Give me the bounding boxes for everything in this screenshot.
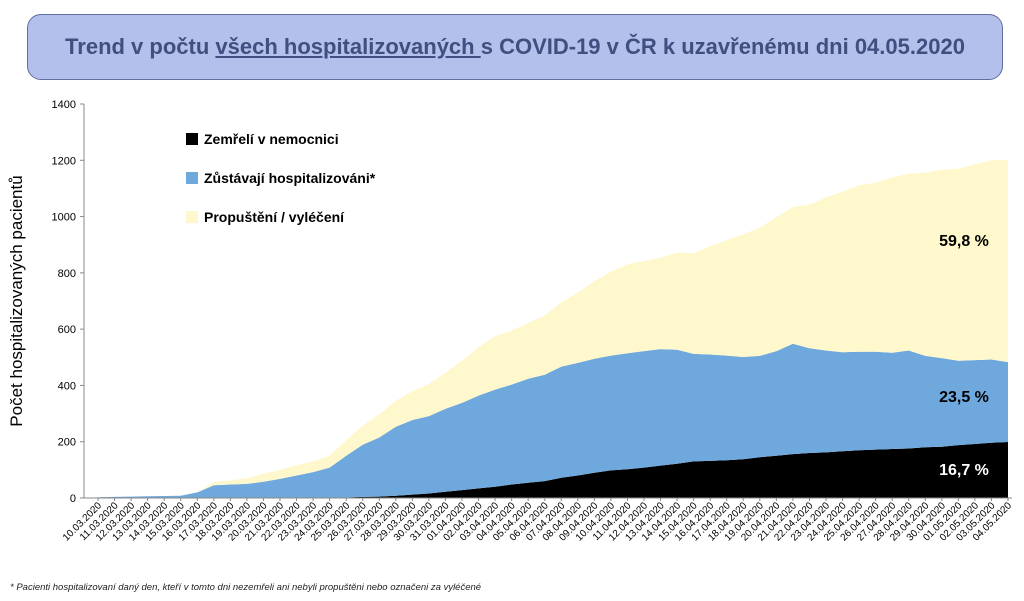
area-deaths (98, 442, 1008, 498)
y-tick-label: 1000 (52, 212, 76, 224)
y-tick-label: 1200 (52, 155, 76, 167)
legend-label: Zemřelí v nemocnici (204, 131, 339, 147)
title-banner: Trend v počtu všech hospitalizovaných s … (27, 14, 1003, 80)
legend-discharged: Propuštění / vyléčení (186, 209, 345, 225)
legend-swatch (186, 172, 198, 184)
y-tick-label: 1400 (52, 99, 76, 111)
y-axis-title: Počet hospitalizovaných pacientů (7, 175, 26, 426)
annotation-hospitalized-share: 23,5 % (939, 389, 989, 406)
legend-label: Propuštění / vyléčení (204, 209, 345, 225)
y-tick-label: 0 (70, 493, 76, 505)
legend-swatch (186, 133, 198, 145)
area-discharged (98, 160, 1008, 498)
title-part-1: Trend v počtu (65, 34, 216, 59)
area-hospitalized (98, 343, 1008, 498)
title-underlined-part: všech hospitalizovaných (215, 34, 481, 59)
chart-title: Trend v počtu všech hospitalizovaných s … (65, 34, 965, 60)
footnote: * Pacienti hospitalizovaní daný den, kte… (10, 582, 482, 593)
legend-swatch (186, 211, 198, 223)
legend-label: Zůstávají hospitalizováni* (204, 170, 376, 186)
y-tick-label: 400 (58, 380, 76, 392)
annotation-deaths-share: 16,7 % (939, 462, 989, 479)
annotation-discharged-share: 59,8 % (939, 233, 989, 250)
y-tick-label: 600 (58, 324, 76, 336)
legend-hospitalized: Zůstávají hospitalizováni* (186, 170, 376, 186)
title-part-2: s COVID-19 v ČR k uzavřenému dni 04.05.2… (480, 34, 965, 59)
legend-deaths: Zemřelí v nemocnici (186, 131, 339, 147)
y-tick-label: 800 (58, 268, 76, 280)
y-tick-label: 200 (58, 437, 76, 449)
